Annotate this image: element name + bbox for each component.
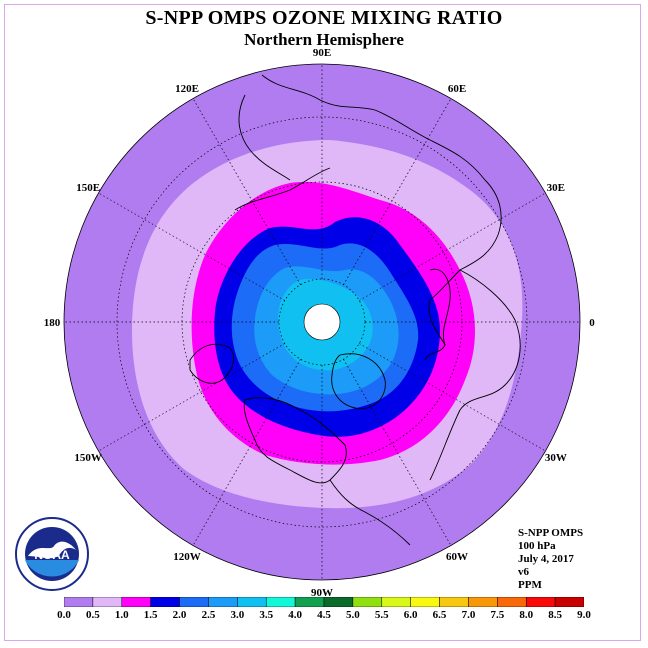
colorbar-tick-label: 7.0 — [461, 609, 476, 621]
info-date: July 4, 2017 — [518, 553, 574, 565]
colorbar-tick-label: 1.0 — [114, 609, 129, 621]
longitude-label: 150W — [74, 452, 102, 464]
colorbar-swatch — [468, 597, 498, 607]
longitude-label: 30E — [547, 182, 565, 194]
longitude-label: 60W — [446, 551, 468, 563]
colorbar-tick-label: 7.5 — [490, 609, 505, 621]
longitude-label: 30W — [545, 452, 567, 464]
colorbar-tick-label: 8.0 — [519, 609, 534, 621]
polar-data-gap — [303, 303, 341, 341]
europe-africa-coastline — [429, 269, 521, 481]
longitude-label: 150E — [76, 182, 100, 194]
colorbar-swatch — [150, 597, 180, 607]
colorbar-swatch — [525, 597, 556, 607]
latitude-circle-30 — [116, 116, 528, 528]
colorbar-swatch — [208, 597, 238, 607]
info-instrument: S-NPP OMPS — [518, 527, 584, 539]
colorbar-swatch — [265, 597, 296, 607]
longitude-label: 180 — [44, 317, 61, 329]
longitude-label: 120E — [175, 83, 199, 95]
east-asia-coastline — [238, 94, 291, 181]
colorbar-tick-label: 5.5 — [374, 609, 389, 621]
colorbar-swatch — [92, 597, 123, 607]
longitude-label: 120W — [173, 551, 201, 563]
logo-text: NOAA — [34, 548, 70, 562]
colorbar-tick-label: 2.5 — [201, 609, 216, 621]
colorbar-swatch — [410, 597, 440, 607]
colorbar-tick-label: 0.0 — [57, 609, 71, 621]
info-units: PPM — [518, 579, 542, 591]
colorbar-tick-label: 4.5 — [317, 609, 331, 621]
map-subtitle: Northern Hemisphere — [244, 30, 404, 49]
colorbar-tick-label: 1.5 — [143, 609, 158, 621]
colorbar-swatch — [439, 597, 469, 607]
colorbar-swatch — [179, 597, 209, 607]
colorbar-tick-label: 3.5 — [259, 609, 274, 621]
colorbar-tick-label: 3.0 — [230, 609, 245, 621]
colorbar-tick-label: 6.5 — [432, 609, 447, 621]
colorbar-swatch — [64, 597, 94, 607]
eurasia-coastline — [261, 74, 502, 361]
colorbar-tick-label: 2.0 — [172, 609, 187, 621]
colorbar-tick-label: 9.0 — [577, 609, 591, 621]
map-info: S-NPP OMPS 100 hPa July 4, 2017 v6 PPM — [518, 527, 583, 592]
coastlines — [189, 74, 521, 546]
info-version: v6 — [518, 566, 529, 578]
greenland-coastline — [331, 353, 386, 410]
colorbar-swatch — [294, 597, 325, 607]
colorbar-tick-label: 0.5 — [86, 609, 100, 621]
logo-bird — [28, 541, 76, 559]
colorbar-swatch — [323, 597, 354, 607]
logo-water — [25, 560, 79, 577]
colorbar-tick-label: 8.5 — [548, 609, 562, 621]
longitude-label: 60E — [448, 83, 466, 95]
alaska-coastline — [189, 343, 235, 384]
colorbar-tick-label: 4.0 — [288, 609, 302, 621]
siberia-coastline — [234, 167, 331, 211]
colorbar-tick-label: 6.0 — [403, 609, 418, 621]
colorbar-swatch — [237, 597, 267, 607]
central-america-coastline — [329, 479, 411, 546]
scandinavia-coastline — [429, 268, 451, 346]
longitude-label: 90W — [311, 587, 333, 599]
info-pressure: 100 hPa — [518, 540, 556, 552]
noaa-logo: NOAA — [15, 517, 89, 591]
graticule — [64, 64, 580, 580]
colorbar-swatch — [121, 597, 151, 607]
colorbar — [64, 597, 584, 607]
map-title: S-NPP OMPS OZONE MIXING RATIO — [145, 7, 503, 29]
colorbar-tick-label: 5.0 — [346, 609, 360, 621]
longitude-label: 0 — [589, 317, 595, 329]
longitude-label: 90E — [313, 47, 331, 59]
plot-frame — [4, 4, 641, 641]
colorbar-swatch — [352, 597, 383, 607]
colorbar-swatch — [497, 597, 527, 607]
colorbar-swatch — [554, 597, 584, 607]
colorbar-swatch — [381, 597, 411, 607]
